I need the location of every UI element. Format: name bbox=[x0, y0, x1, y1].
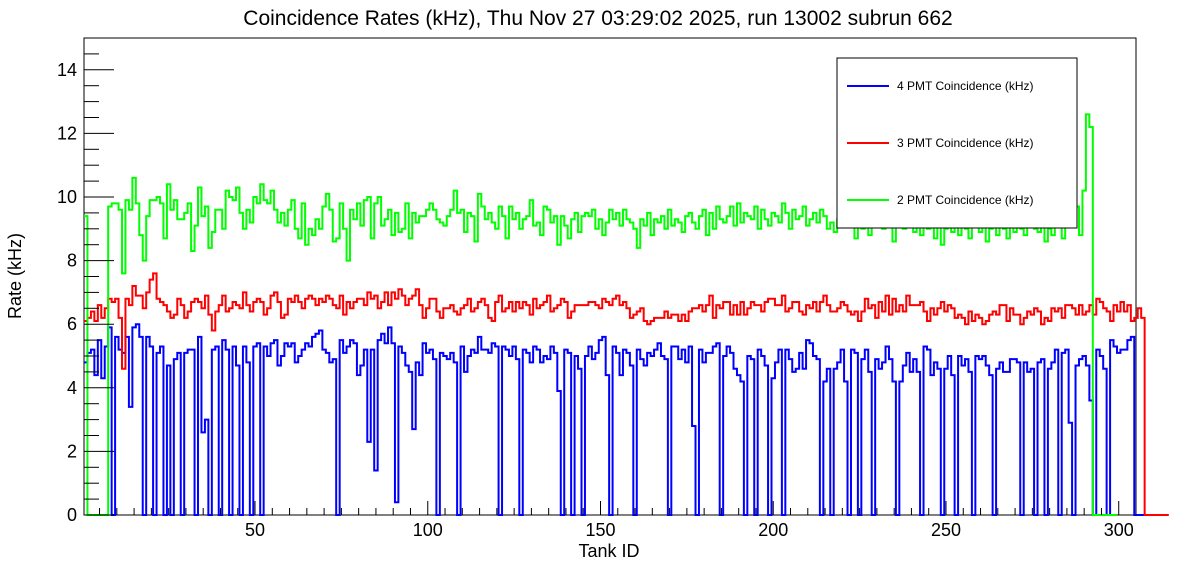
y-tick-label: 0 bbox=[67, 505, 77, 525]
x-tick-label: 50 bbox=[245, 520, 265, 540]
y-axis-label: Rate (kHz) bbox=[5, 233, 25, 319]
series-line-2 bbox=[84, 272, 1169, 516]
chart-title: Coincidence Rates (kHz), Thu Nov 27 03:2… bbox=[243, 7, 952, 30]
y-tick-label: 2 bbox=[67, 441, 77, 461]
legend-label-3: 2 PMT Coincidence (kHz) bbox=[897, 193, 1034, 207]
x-axis-label: Tank ID bbox=[578, 541, 639, 561]
y-tick-label: 6 bbox=[67, 314, 77, 334]
x-tick-label: 100 bbox=[413, 520, 443, 540]
x-tick-label: 150 bbox=[585, 520, 615, 540]
y-tick-label: 4 bbox=[67, 378, 77, 398]
x-axis: 50 100 150 200 250 300 bbox=[99, 501, 1137, 540]
legend-label-2: 3 PMT Coincidence (kHz) bbox=[897, 136, 1034, 150]
x-tick-label: 300 bbox=[1104, 520, 1134, 540]
x-tick-label: 250 bbox=[931, 520, 961, 540]
series-line-1 bbox=[84, 323, 1159, 516]
y-tick-label: 14 bbox=[57, 60, 77, 80]
y-axis: 0 2 4 6 8 10 12 14 bbox=[57, 37, 114, 525]
legend-label-1: 4 PMT Coincidence (kHz) bbox=[897, 79, 1034, 93]
y-tick-label: 12 bbox=[57, 123, 77, 143]
y-tick-label: 8 bbox=[67, 251, 77, 271]
x-tick-label: 200 bbox=[758, 520, 788, 540]
y-tick-label: 10 bbox=[57, 187, 77, 207]
legend: 4 PMT Coincidence (kHz) 3 PMT Coincidence… bbox=[836, 57, 1078, 229]
